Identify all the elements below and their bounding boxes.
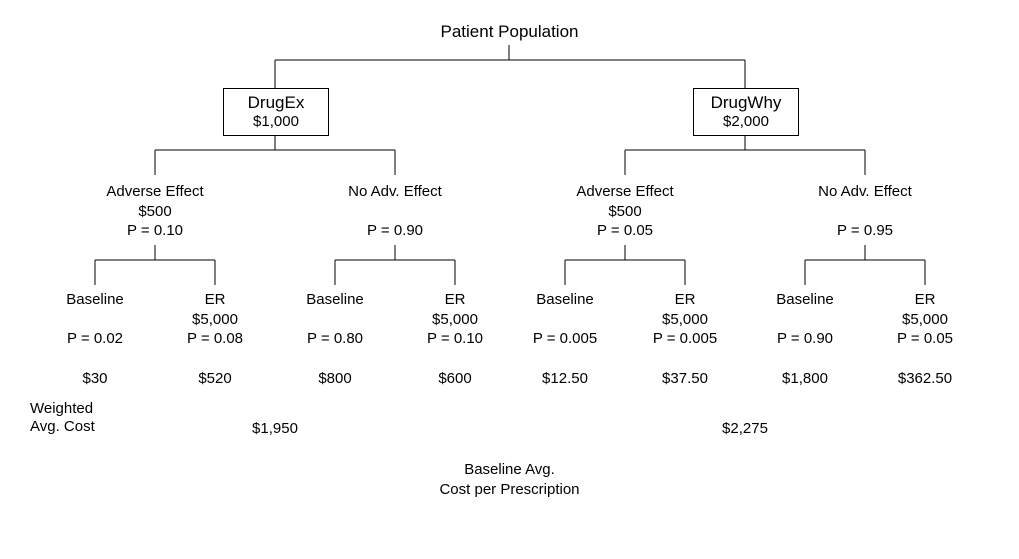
leaf-label: ER [405, 290, 505, 310]
leaf-drugex-noadv-baseline: Baseline P = 0.80 [285, 290, 385, 348]
leaf-drugwhy-adverse-baseline: Baseline P = 0.005 [515, 290, 615, 348]
leaf-label: Baseline [515, 290, 615, 310]
leaf-label: ER [165, 290, 265, 310]
drug-cost: $2,000 [704, 113, 788, 131]
leaf-probability: P = 0.08 [165, 329, 265, 349]
leaf-probability: P = 0.05 [875, 329, 975, 349]
branch-extra-cost: $500 [565, 202, 685, 222]
leaf-extra-cost [515, 310, 615, 329]
branch-probability: P = 0.05 [565, 221, 685, 241]
drug-node-drugwhy: DrugWhy $2,000 [693, 88, 799, 136]
leaf-final: $30 [45, 370, 145, 387]
leaf-probability: P = 0.005 [635, 329, 735, 349]
drug-name: DrugWhy [704, 93, 788, 113]
drug-cost: $1,000 [234, 113, 318, 131]
weighted-label-line1: Weighted [30, 400, 95, 418]
leaf-final: $600 [405, 370, 505, 387]
leaf-extra-cost: $5,000 [635, 310, 735, 330]
leaf-final: $362.50 [875, 370, 975, 387]
leaf-probability: P = 0.005 [515, 329, 615, 349]
leaf-final: $12.50 [515, 370, 615, 387]
leaf-extra-cost: $5,000 [875, 310, 975, 330]
leaf-drugex-noadv-er: ER $5,000 P = 0.10 [405, 290, 505, 349]
leaf-probability: P = 0.02 [45, 329, 145, 349]
leaf-probability: P = 0.90 [755, 329, 855, 349]
leaf-extra-cost [755, 310, 855, 329]
leaf-label: Baseline [755, 290, 855, 310]
leaf-drugex-adverse-baseline: Baseline P = 0.02 [45, 290, 145, 348]
weighted-avg-cost-drugwhy: $2,275 [695, 420, 795, 437]
leaf-probability: P = 0.80 [285, 329, 385, 349]
weighted-avg-cost-drugex: $1,950 [225, 420, 325, 437]
leaf-drugwhy-noadv-baseline: Baseline P = 0.90 [755, 290, 855, 348]
branch-label: Adverse Effect [565, 182, 685, 202]
leaf-extra-cost [45, 310, 145, 329]
branch-drugwhy-adverse: Adverse Effect $500 P = 0.05 [565, 182, 685, 241]
leaf-label: ER [875, 290, 975, 310]
leaf-probability: P = 0.10 [405, 329, 505, 349]
branch-extra-cost [335, 202, 455, 221]
leaf-extra-cost: $5,000 [405, 310, 505, 330]
drug-name: DrugEx [234, 93, 318, 113]
leaf-final: $1,800 [755, 370, 855, 387]
leaf-drugwhy-adverse-er: ER $5,000 P = 0.005 [635, 290, 735, 349]
leaf-final: $520 [165, 370, 265, 387]
baseline-avg-line1: Baseline Avg. [0, 460, 1019, 480]
weighted-avg-cost-label: Weighted Avg. Cost [30, 400, 95, 436]
branch-drugex-adverse: Adverse Effect $500 P = 0.10 [95, 182, 215, 241]
diagram-title: Patient Population [0, 22, 1019, 42]
branch-probability: P = 0.95 [805, 221, 925, 241]
leaf-label: ER [635, 290, 735, 310]
leaf-drugex-adverse-er: ER $5,000 P = 0.08 [165, 290, 265, 349]
branch-drugex-noadverse: No Adv. Effect P = 0.90 [335, 182, 455, 240]
leaf-final: $800 [285, 370, 385, 387]
branch-probability: P = 0.10 [95, 221, 215, 241]
leaf-label: Baseline [45, 290, 145, 310]
weighted-label-line2: Avg. Cost [30, 418, 95, 436]
leaf-drugwhy-noadv-er: ER $5,000 P = 0.05 [875, 290, 975, 349]
branch-label: No Adv. Effect [805, 182, 925, 202]
leaf-label: Baseline [285, 290, 385, 310]
branch-extra-cost: $500 [95, 202, 215, 222]
baseline-avg-label: Baseline Avg. Cost per Prescription [0, 460, 1019, 499]
drug-node-drugex: DrugEx $1,000 [223, 88, 329, 136]
branch-extra-cost [805, 202, 925, 221]
baseline-avg-line2: Cost per Prescription [0, 480, 1019, 500]
leaf-final: $37.50 [635, 370, 735, 387]
leaf-extra-cost: $5,000 [165, 310, 265, 330]
branch-label: Adverse Effect [95, 182, 215, 202]
branch-probability: P = 0.90 [335, 221, 455, 241]
leaf-extra-cost [285, 310, 385, 329]
branch-drugwhy-noadverse: No Adv. Effect P = 0.95 [805, 182, 925, 240]
branch-label: No Adv. Effect [335, 182, 455, 202]
